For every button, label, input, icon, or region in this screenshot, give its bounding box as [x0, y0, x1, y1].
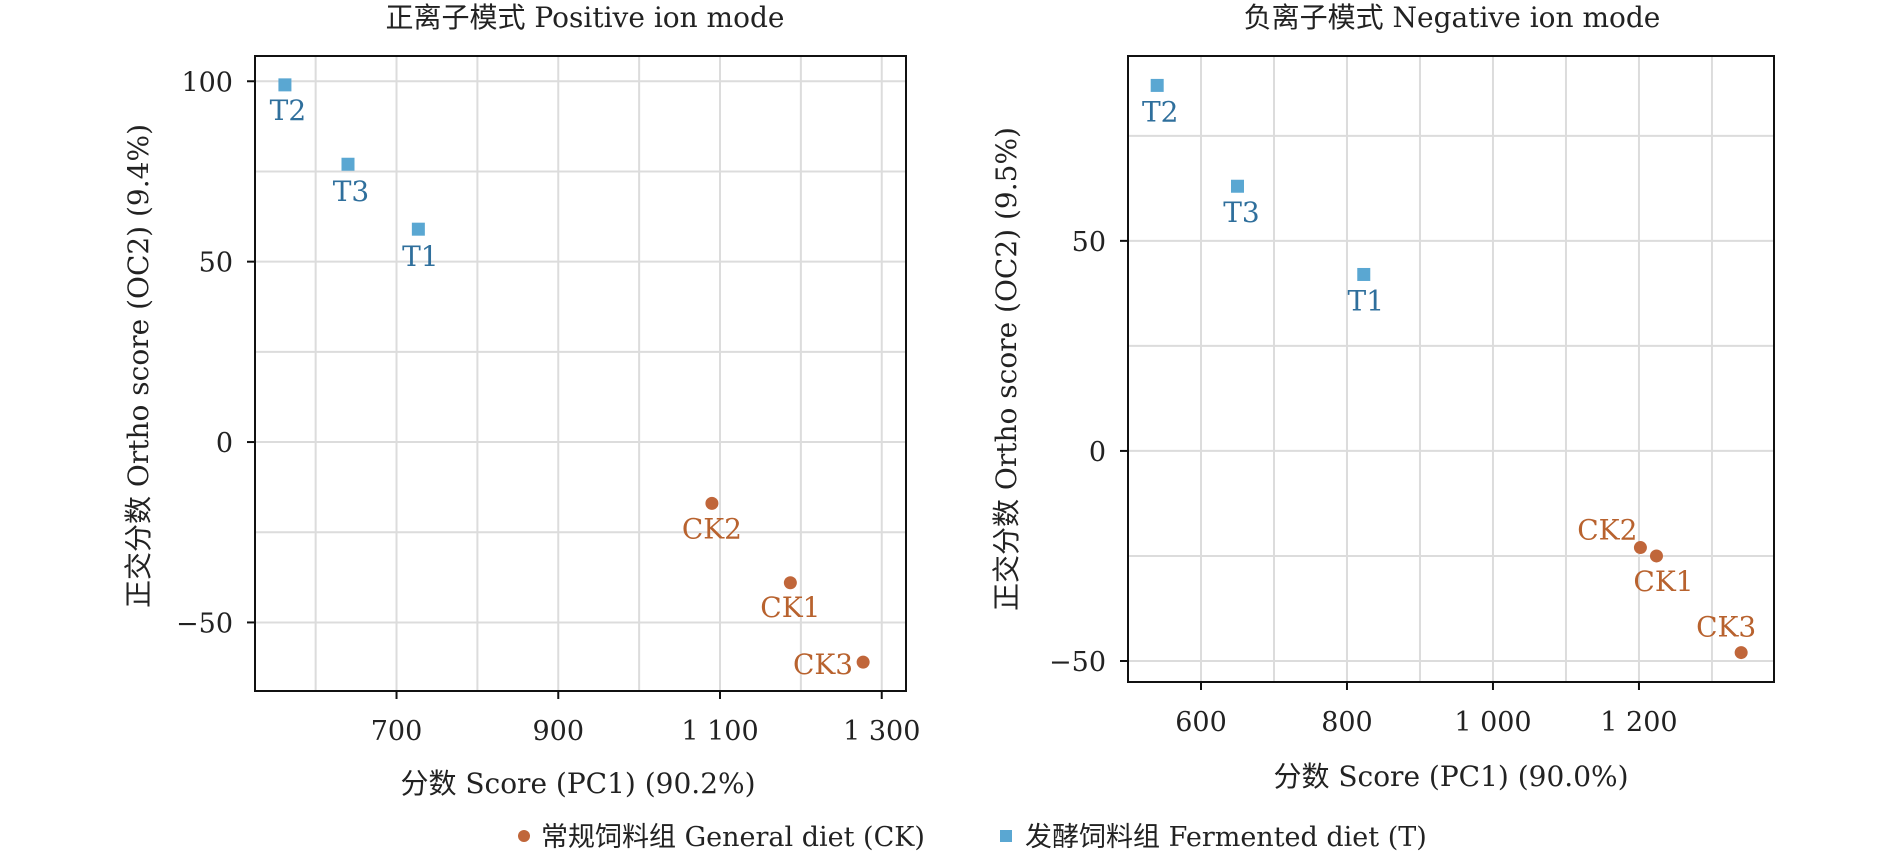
x-tick-label: 1 000 — [1454, 707, 1531, 738]
x-tick-label: 900 — [532, 716, 584, 747]
legend: 常规饲料组 General diet (CK) 发酵饲料组 Fermented … — [518, 822, 1427, 853]
data-point-ck1 — [1649, 549, 1663, 563]
data-point-ck2 — [1633, 541, 1647, 555]
x-axis-label: 分数 Score (PC1) (90.2%) — [400, 767, 755, 800]
x-tick-label: 600 — [1175, 707, 1227, 738]
data-point-ck3 — [1734, 646, 1748, 660]
data-point-t2 — [278, 78, 292, 92]
plot-frame — [1127, 55, 1775, 683]
legend-marker-ck — [518, 830, 530, 842]
data-label-ck1: CK1 — [1633, 565, 1693, 598]
x-tick-label: 1 200 — [1600, 707, 1677, 738]
y-tick-label: −50 — [1049, 647, 1106, 678]
legend-label-t: 发酵饲料组 Fermented diet (T) — [1025, 822, 1427, 853]
chart-negative-ion-mode: 600 800 1 000 1 200 50 0 −50 负离子模式 Negative ion… — [990, 1, 1775, 793]
legend-label-ck: 常规饲料组 General diet (CK) — [541, 822, 925, 853]
data-label-ck2: CK2 — [682, 512, 742, 545]
y-tick-label: −50 — [176, 608, 233, 639]
data-label-t1: T1 — [402, 240, 439, 273]
chart-title: 正离子模式 Positive ion mode — [386, 1, 785, 34]
y-tick-label: 100 — [181, 67, 233, 98]
y-axis-label: 正交分数 Ortho score (OC2) (9.5%) — [990, 127, 1023, 611]
legend-marker-t — [1000, 830, 1012, 842]
data-point-t1 — [1357, 267, 1371, 281]
data-point-ck1 — [783, 576, 797, 590]
data-label-ck3: CK3 — [1696, 611, 1756, 644]
y-axis-label: 正交分数 Ortho score (OC2) (9.4%) — [122, 124, 155, 608]
x-axis-label: 分数 Score (PC1) (90.0%) — [1273, 760, 1628, 793]
chart-title: 负离子模式 Negative ion mode — [1244, 1, 1661, 34]
data-label-t3: T3 — [1223, 196, 1260, 229]
data-point-t3 — [341, 157, 355, 171]
plot-frame — [254, 55, 907, 692]
data-label-t2: T2 — [1142, 95, 1179, 128]
data-label-ck3: CK3 — [793, 648, 853, 681]
y-tick-label: 0 — [1089, 437, 1106, 468]
x-tick-label: 800 — [1321, 707, 1373, 738]
data-label-t3: T3 — [333, 175, 370, 208]
data-label-t2: T2 — [270, 94, 307, 127]
x-tick-label: 1 100 — [681, 716, 758, 747]
data-label-ck2: CK2 — [1577, 514, 1637, 547]
data-point-t2 — [1150, 78, 1164, 92]
x-tick-label: 1 300 — [843, 716, 920, 747]
data-point-ck3 — [856, 655, 870, 669]
data-point-t3 — [1230, 179, 1244, 193]
y-tick-label: 0 — [216, 428, 233, 459]
y-tick-label: 50 — [199, 248, 233, 279]
data-label-t1: T1 — [1348, 284, 1385, 317]
data-label-ck1: CK1 — [760, 591, 820, 624]
y-tick-label: 50 — [1072, 227, 1106, 258]
chart-positive-ion-mode: 700 900 1 100 1 300 100 50 0 −50 正离子模式 Positive … — [122, 1, 920, 800]
x-tick-label: 700 — [371, 716, 423, 747]
data-point-ck2 — [705, 496, 719, 510]
data-point-t1 — [411, 222, 425, 236]
